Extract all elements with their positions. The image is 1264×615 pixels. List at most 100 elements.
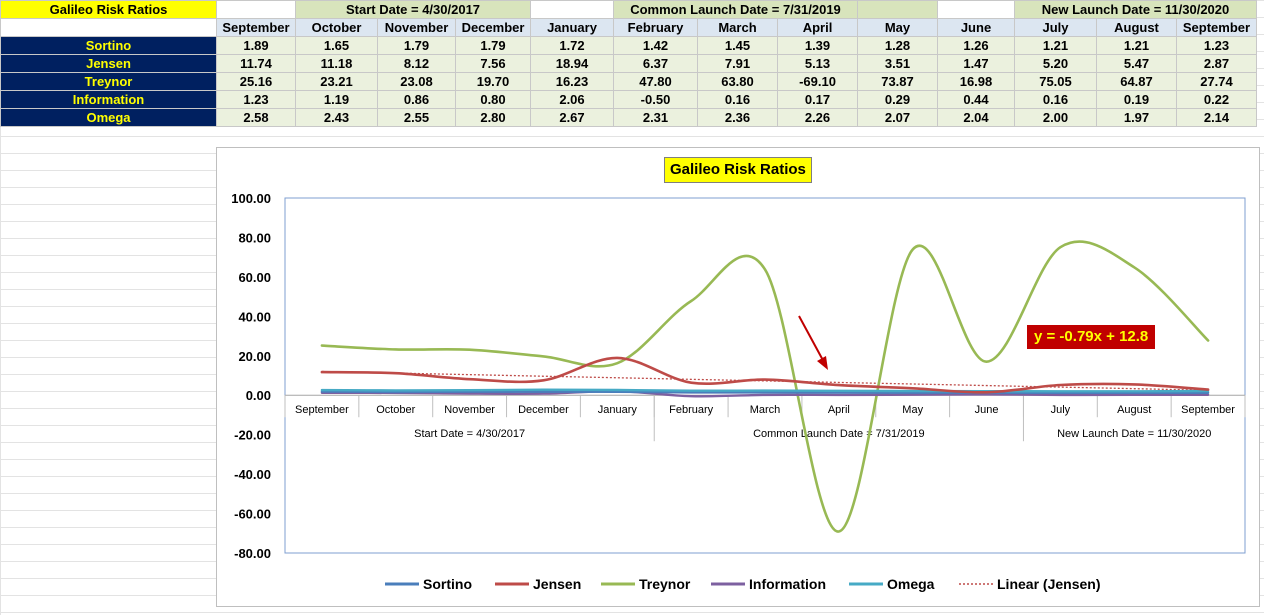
value-cell[interactable]: 16.98 <box>937 72 1015 91</box>
value-cell[interactable]: 25.16 <box>216 72 296 91</box>
value-cell[interactable]: 1.65 <box>295 36 378 55</box>
sheet-title[interactable]: Galileo Risk Ratios <box>0 0 217 19</box>
value-cell[interactable]: 75.05 <box>1014 72 1097 91</box>
header-row: Galileo Risk Ratios Start Date = 4/30/20… <box>0 0 1257 19</box>
value-cell[interactable]: 0.17 <box>777 90 858 109</box>
value-cell[interactable]: 23.08 <box>377 72 456 91</box>
month-header[interactable]: February <box>613 18 698 37</box>
month-header[interactable]: May <box>857 18 938 37</box>
value-cell[interactable]: 1.79 <box>377 36 456 55</box>
value-cell[interactable]: 2.55 <box>377 108 456 127</box>
value-cell[interactable]: 5.20 <box>1014 54 1097 73</box>
value-cell[interactable]: 73.87 <box>857 72 938 91</box>
metric-name[interactable]: Treynor <box>0 72 217 91</box>
value-cell[interactable]: 0.19 <box>1096 90 1177 109</box>
value-cell[interactable]: 47.80 <box>613 72 698 91</box>
value-cell[interactable]: 2.00 <box>1014 108 1097 127</box>
value-cell[interactable]: 2.31 <box>613 108 698 127</box>
value-cell[interactable]: 0.86 <box>377 90 456 109</box>
value-cell[interactable]: 1.97 <box>1096 108 1177 127</box>
value-cell[interactable]: 1.23 <box>1176 36 1257 55</box>
value-cell[interactable]: 1.19 <box>295 90 378 109</box>
value-cell[interactable]: 0.29 <box>857 90 938 109</box>
value-cell[interactable]: 11.18 <box>295 54 378 73</box>
month-header[interactable]: April <box>777 18 858 37</box>
month-header[interactable]: December <box>455 18 531 37</box>
value-cell[interactable]: 18.94 <box>530 54 614 73</box>
value-cell[interactable]: 2.43 <box>295 108 378 127</box>
value-cell[interactable]: 1.45 <box>697 36 778 55</box>
month-header[interactable]: June <box>937 18 1015 37</box>
value-cell[interactable]: -0.50 <box>613 90 698 109</box>
value-cell[interactable]: 1.39 <box>777 36 858 55</box>
value-cell[interactable]: 2.80 <box>455 108 531 127</box>
value-cell[interactable]: 2.07 <box>857 108 938 127</box>
value-cell[interactable]: 2.58 <box>216 108 296 127</box>
common-launch-band[interactable]: Common Launch Date = 7/31/2019 <box>613 0 858 19</box>
value-cell[interactable]: 3.51 <box>857 54 938 73</box>
cell[interactable] <box>216 0 296 19</box>
value-cell[interactable]: 5.47 <box>1096 54 1177 73</box>
cell[interactable] <box>530 0 614 19</box>
value-cell[interactable]: 1.89 <box>216 36 296 55</box>
legend-label: Omega <box>887 576 935 592</box>
month-header[interactable]: October <box>295 18 378 37</box>
value-cell[interactable]: 7.91 <box>697 54 778 73</box>
y-tick-label: -20.00 <box>234 428 271 443</box>
value-cell[interactable]: 7.56 <box>455 54 531 73</box>
value-cell[interactable]: 23.21 <box>295 72 378 91</box>
start-date-band[interactable]: Start Date = 4/30/2017 <box>295 0 531 19</box>
metric-name[interactable]: Information <box>0 90 217 109</box>
month-header[interactable]: November <box>377 18 456 37</box>
value-cell[interactable]: 2.14 <box>1176 108 1257 127</box>
value-cell[interactable]: 2.87 <box>1176 54 1257 73</box>
value-cell[interactable]: -69.10 <box>777 72 858 91</box>
value-cell[interactable]: 6.37 <box>613 54 698 73</box>
value-cell[interactable]: 1.26 <box>937 36 1015 55</box>
month-header[interactable]: September <box>1176 18 1257 37</box>
cell[interactable] <box>0 18 217 37</box>
cell[interactable] <box>937 0 1015 19</box>
month-header[interactable]: July <box>1014 18 1097 37</box>
trendline-equation[interactable]: y = -0.79x + 12.8 <box>1027 325 1156 349</box>
value-cell[interactable]: 2.36 <box>697 108 778 127</box>
value-cell[interactable]: 5.13 <box>777 54 858 73</box>
month-header[interactable]: September <box>216 18 296 37</box>
metric-name[interactable]: Jensen <box>0 54 217 73</box>
value-cell[interactable]: 0.16 <box>697 90 778 109</box>
value-cell[interactable]: 64.87 <box>1096 72 1177 91</box>
value-cell[interactable]: 2.67 <box>530 108 614 127</box>
month-header[interactable]: August <box>1096 18 1177 37</box>
value-cell[interactable]: 19.70 <box>455 72 531 91</box>
value-cell[interactable]: 1.42 <box>613 36 698 55</box>
value-cell[interactable]: 0.80 <box>455 90 531 109</box>
value-cell[interactable]: 1.23 <box>216 90 296 109</box>
value-cell[interactable]: 1.21 <box>1096 36 1177 55</box>
value-cell[interactable]: 1.21 <box>1014 36 1097 55</box>
value-cell[interactable]: 1.47 <box>937 54 1015 73</box>
chart-area[interactable]: 100.00 80.00 60.00 40.00 20.00 0.00 -20.00 -40.… <box>216 147 1260 607</box>
value-cell[interactable]: 2.26 <box>777 108 858 127</box>
category-group-label: Common Launch Date = 7/31/2019 <box>753 428 925 440</box>
value-cell[interactable]: 8.12 <box>377 54 456 73</box>
chart-title[interactable]: Galileo Risk Ratios <box>664 157 812 183</box>
month-header[interactable]: March <box>697 18 778 37</box>
cell[interactable] <box>857 0 938 19</box>
value-cell[interactable]: 16.23 <box>530 72 614 91</box>
value-cell[interactable]: 0.16 <box>1014 90 1097 109</box>
value-cell[interactable]: 2.04 <box>937 108 1015 127</box>
value-cell[interactable]: 0.22 <box>1176 90 1257 109</box>
metric-name[interactable]: Sortino <box>0 36 217 55</box>
value-cell[interactable]: 27.74 <box>1176 72 1257 91</box>
value-cell[interactable]: 2.06 <box>530 90 614 109</box>
month-header[interactable]: January <box>530 18 614 37</box>
value-cell[interactable]: 11.74 <box>216 54 296 73</box>
new-launch-band[interactable]: New Launch Date = 11/30/2020 <box>1014 0 1257 19</box>
value-cell[interactable]: 1.28 <box>857 36 938 55</box>
value-cell[interactable]: 0.44 <box>937 90 1015 109</box>
value-cell[interactable]: 1.79 <box>455 36 531 55</box>
metric-name[interactable]: Omega <box>0 108 217 127</box>
value-cell[interactable]: 63.80 <box>697 72 778 91</box>
category-group-label: New Launch Date = 11/30/2020 <box>1057 428 1211 440</box>
value-cell[interactable]: 1.72 <box>530 36 614 55</box>
